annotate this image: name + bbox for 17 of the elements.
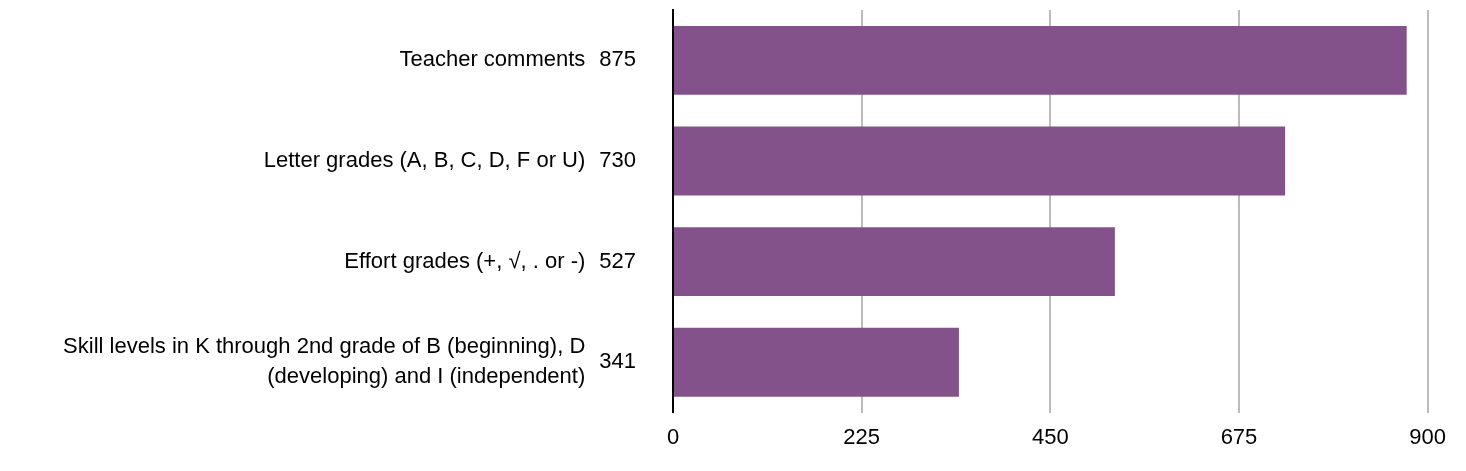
data-label: 527 [599,247,636,273]
x-tick-label: 450 [1031,423,1069,449]
data-label: 730 [599,147,636,173]
y-tick-label: Skill levels in K through 2nd grade of B (beginning), D (developing) and I (independent) [63,333,586,389]
x-tick-label: 0 [666,423,680,449]
bar [674,126,1286,196]
x-tick-label: 675 [1220,423,1258,449]
data-label: 875 [599,46,636,72]
data-label: 341 [599,348,636,374]
bar [674,327,959,397]
x-tick-label: 225 [843,423,881,449]
x-tick-label: 900 [1409,423,1447,449]
y-tick-label: Teacher comments [399,46,586,72]
y-tick-label: Letter grades (A, B, C, D, F or U) [263,147,586,173]
bar [674,227,1115,297]
y-tick-label: Effort grades (+, √, . or -) [344,247,586,273]
bar [674,25,1407,95]
